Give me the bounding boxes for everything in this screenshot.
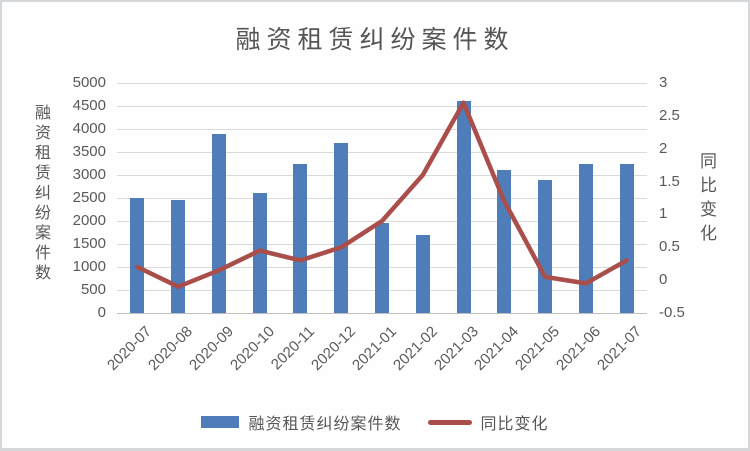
- x-axis-tick-label: 2020-07: [104, 323, 156, 374]
- left-axis-tick-label: 500: [80, 281, 106, 298]
- x-axis-tick-label: 2020-10: [226, 323, 278, 374]
- bar-2021-01: [375, 223, 389, 313]
- chart-title: 融资租赁纠纷案件数: [235, 26, 515, 54]
- left-axis-tick-label: 5000: [72, 74, 106, 91]
- left-axis-tick-label: 4000: [72, 120, 106, 137]
- x-axis-tick-label: 2021-01: [349, 323, 401, 374]
- left-axis-tick-label: 1500: [72, 235, 106, 252]
- x-axis-tick-label: 2021-06: [552, 323, 604, 374]
- right-axis-tick-label: 1: [659, 205, 668, 223]
- right-axis-tick-label: 1.5: [659, 172, 680, 190]
- x-axis-tick-label: 2021-02: [389, 323, 441, 374]
- bar-2021-04: [497, 170, 512, 313]
- legend-bar-swatch-icon: [201, 416, 240, 428]
- x-axis-tick-label: 2021-03: [430, 323, 482, 374]
- left-axis-tick-label: 2000: [72, 212, 106, 229]
- bar-2021-05: [538, 179, 553, 313]
- bar-2021-07: [619, 163, 634, 313]
- gridline: [117, 151, 647, 153]
- bar-2021-06: [578, 163, 593, 313]
- gridline: [117, 128, 647, 130]
- gridline: [117, 174, 647, 176]
- left-axis-tick-label: 0: [97, 304, 106, 321]
- left-axis-tick-label: 4500: [72, 97, 106, 114]
- gridline: [117, 312, 647, 314]
- bar-2021-03: [456, 101, 471, 313]
- legend-item-yoy: 同比变化: [427, 410, 549, 434]
- x-axis-tick-label: 2021-04: [471, 323, 523, 374]
- bar-2020-08: [171, 200, 186, 313]
- left-axis-tick-label: 1000: [72, 258, 106, 275]
- bar-2021-02: [415, 234, 430, 313]
- right-axis-tick-label: 0.5: [659, 238, 680, 256]
- right-axis-title: 同比变化: [697, 152, 716, 248]
- left-axis-tick-label: 3500: [72, 143, 106, 160]
- right-axis-tick-label: 2: [659, 139, 668, 157]
- legend-label-cases: 融资租赁纠纷案件数: [248, 416, 402, 433]
- gridline: [117, 82, 647, 84]
- legend: 融资租赁纠纷案件数 同比变化: [2, 410, 748, 434]
- left-axis-tick-label: 2500: [72, 189, 106, 206]
- legend-line-swatch-icon: [427, 419, 472, 425]
- bar-2020-11: [293, 163, 308, 313]
- legend-item-cases: 融资租赁纠纷案件数: [201, 410, 401, 434]
- x-axis-tick-label: 2020-12: [308, 323, 360, 374]
- right-axis-tick-label: 3: [659, 74, 668, 91]
- x-axis-tick-label: 2021-05: [512, 323, 564, 374]
- bar-2020-12: [334, 142, 349, 313]
- left-axis-tick-label: 3000: [72, 166, 106, 183]
- x-axis-tick-label: 2021-07: [593, 323, 645, 374]
- gridline: [117, 197, 647, 199]
- x-axis-tick-label: 2020-09: [185, 323, 237, 374]
- left-axis-title: 融资租赁纠纷案件数: [32, 104, 49, 284]
- bar-2020-09: [211, 133, 226, 313]
- gridline: [117, 220, 647, 222]
- right-axis-tick-label: 2.5: [659, 106, 680, 124]
- right-axis-tick-label: 0: [659, 271, 668, 289]
- right-axis-tick-label: -0.5: [659, 304, 685, 321]
- gridline: [117, 105, 647, 107]
- x-axis-tick-label: 2020-08: [145, 323, 197, 374]
- bar-2020-07: [130, 198, 145, 313]
- bar-2020-10: [252, 193, 267, 313]
- legend-label-yoy: 同比变化: [480, 416, 549, 433]
